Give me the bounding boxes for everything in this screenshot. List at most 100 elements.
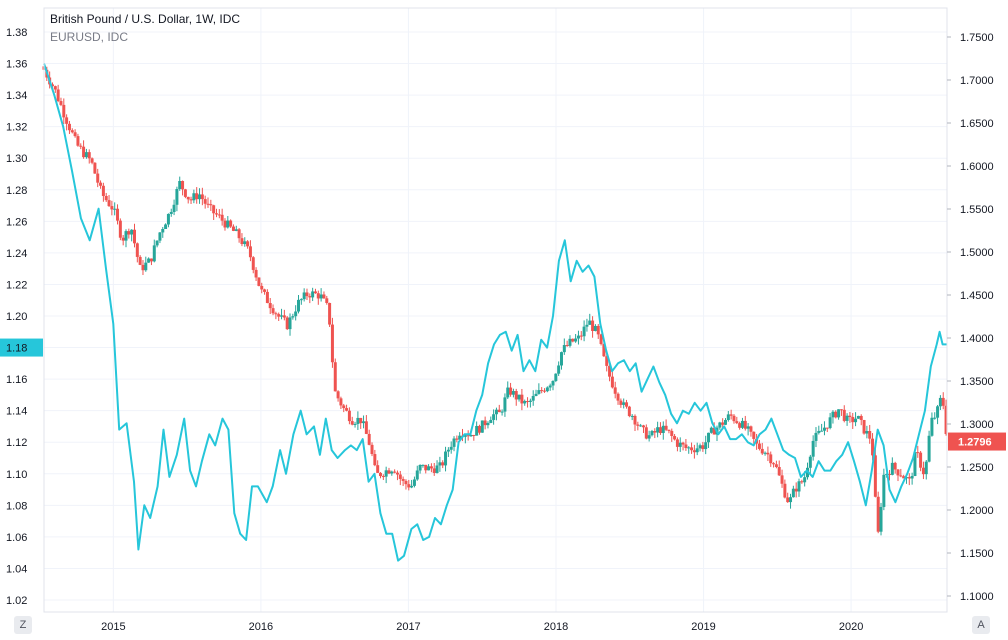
candle-body [862, 420, 866, 434]
left-tick-label: 1.06 [6, 532, 27, 544]
candle-body [118, 220, 122, 238]
candle-body [856, 415, 860, 419]
candle-body [509, 387, 513, 395]
candle-body [492, 414, 496, 420]
candle-body [178, 180, 182, 190]
candle-body [574, 338, 578, 342]
candle-body [99, 182, 103, 186]
auto-scale-button-right[interactable]: A [972, 616, 990, 634]
candle-body [446, 449, 450, 452]
right-tick-label: 1.1000 [960, 591, 994, 603]
candle-body [888, 473, 892, 475]
log-scale-button-left[interactable]: Z [14, 616, 32, 634]
candle-body [924, 461, 928, 475]
candle-body [687, 447, 691, 449]
left-tick-label: 1.32 [6, 122, 27, 134]
candle-body [910, 475, 914, 479]
eurusd-line [43, 63, 947, 562]
candle-body [766, 452, 770, 455]
left-tick-label: 1.20 [6, 311, 27, 323]
candle-body [169, 211, 173, 214]
candle-body [579, 335, 583, 337]
candle-body [130, 229, 134, 235]
left-tick-label: 1.16 [6, 374, 27, 386]
candle-body [336, 391, 340, 399]
candle-body [545, 387, 549, 392]
candle-body [701, 445, 705, 450]
candle-body [591, 320, 595, 331]
candle-body [135, 243, 139, 257]
candle-body [107, 200, 111, 207]
candle-body [319, 294, 323, 299]
candle-body [104, 195, 108, 201]
candle-body [822, 427, 826, 431]
candle-body [84, 152, 88, 158]
candle-body [554, 373, 558, 381]
right-tick-label: 1.6000 [960, 161, 994, 173]
candle-body [76, 136, 80, 146]
candle-body [280, 315, 284, 317]
candle-body [531, 395, 535, 401]
candle-body [596, 325, 600, 335]
candle-body [644, 427, 648, 439]
candle-body [656, 427, 660, 433]
candle-body [158, 232, 162, 241]
candle-body [698, 445, 702, 449]
candle-body [410, 485, 414, 488]
candle-body [511, 391, 515, 395]
left-badge-bg [0, 338, 43, 357]
candle-body [704, 442, 708, 450]
candle-body [56, 89, 60, 102]
candle-body [610, 376, 614, 388]
candle-body [746, 426, 750, 429]
time-tick-label: 2015 [101, 621, 125, 633]
candle-body [288, 317, 292, 330]
candle-body [345, 408, 349, 411]
candle-body [381, 476, 385, 478]
candle-body [418, 464, 422, 471]
candle-body [548, 385, 552, 388]
candle-body [486, 422, 490, 426]
candle-body [608, 365, 612, 377]
candle-body [373, 454, 377, 466]
candle-body [181, 180, 185, 190]
left-tick-label: 1.30 [6, 153, 27, 165]
candle-body [873, 455, 877, 497]
candle-body [152, 245, 156, 262]
candle-body [291, 316, 295, 318]
candle-body [480, 420, 484, 433]
candle-body [528, 400, 532, 402]
candle-body [789, 497, 793, 503]
candle-body [82, 146, 86, 158]
left-tick-label: 1.02 [6, 595, 27, 607]
candle-body [619, 400, 623, 405]
candle-body [477, 425, 481, 433]
candle-body [432, 468, 436, 473]
right-tick-label: 1.3500 [960, 376, 994, 388]
left-tick-label: 1.08 [6, 500, 27, 512]
right-tick-label: 1.1500 [960, 548, 994, 560]
candle-body [709, 427, 713, 433]
right-tick-label: 1.4000 [960, 333, 994, 345]
candle-body [667, 429, 671, 431]
candle-body [622, 402, 626, 405]
candle-body [630, 415, 634, 417]
candle-body [452, 438, 456, 447]
candle-body [684, 444, 688, 449]
candle-body [231, 226, 235, 231]
candle-body [299, 299, 303, 301]
candle-body [311, 291, 315, 298]
candle-body [557, 365, 561, 374]
candle-body [444, 451, 448, 466]
candle-body [401, 478, 405, 481]
candle-body [599, 334, 603, 344]
candle-body [172, 204, 176, 212]
right-tick-label: 1.3000 [960, 419, 994, 431]
candle-body [944, 405, 948, 435]
candle-body [404, 480, 408, 485]
candle-body [483, 420, 487, 426]
left-tick-label: 1.14 [6, 406, 27, 418]
candle-body [732, 415, 736, 422]
candle-body [263, 289, 267, 292]
candle-body [328, 302, 332, 325]
